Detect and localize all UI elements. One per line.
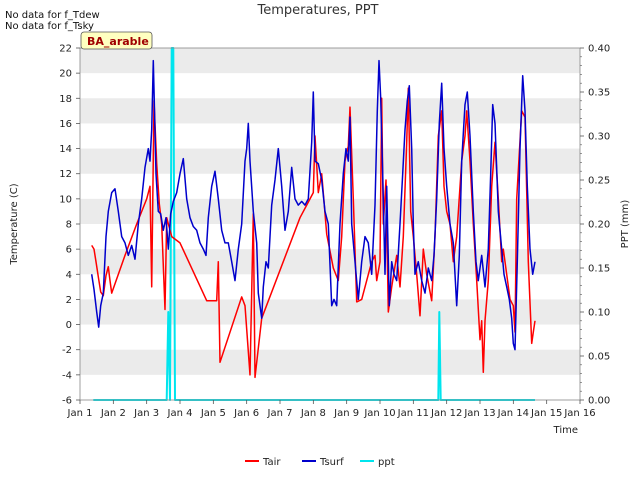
- y-tick-label: 4: [66, 270, 72, 281]
- x-tick-label: Jan 14: [497, 408, 529, 419]
- x-tick-label: Jan 13: [463, 408, 495, 419]
- x-axis-label: Time: [553, 425, 578, 436]
- x-tick-label: Jan 16: [563, 408, 595, 419]
- legend: Tair Tsurf ppt: [245, 457, 395, 468]
- y-tick-label: -2: [62, 345, 72, 356]
- legend-label-tsurf: Tsurf: [319, 457, 344, 468]
- legend-label-ppt: ppt: [378, 457, 395, 468]
- x-tick-label: Jan 15: [530, 408, 562, 419]
- y2-tick-label: 0.00: [588, 396, 610, 407]
- y2-tick-label: 0.25: [588, 176, 610, 187]
- y-tick-label: 22: [59, 44, 72, 55]
- y-tick-label: 2: [66, 295, 72, 306]
- y-tick-label: 10: [59, 194, 72, 205]
- y2-tick-label: 0.30: [588, 132, 610, 143]
- x-tick-label: Jan 9: [333, 408, 359, 419]
- chart-title: Temperatures, PPT: [256, 3, 378, 18]
- x-tick-label: Jan 5: [200, 408, 226, 419]
- badge-label: BA_arable: [87, 35, 149, 48]
- badge-box: [80, 31, 153, 50]
- y-axis-label: Temperature (C): [9, 183, 20, 265]
- note-tsky: No data for f_Tsky: [5, 21, 94, 32]
- y2-axis-label: PPT (mm): [620, 200, 631, 249]
- series-line-tsurf: [90, 59, 536, 351]
- y-axis-left: -6 -4 -2 0 2 4 6 8 10 12 14 16 18 20 22: [59, 44, 80, 407]
- y-tick-label: 0: [66, 320, 72, 331]
- y2-tick-label: 0.35: [588, 88, 610, 99]
- grid-band: [80, 349, 580, 375]
- y2-tick-label: 0.15: [588, 264, 610, 275]
- note-tdew: No data for f_Tdew: [5, 10, 100, 21]
- x-axis: Jan 1 Jan 2 Jan 3 Jan 4 Jan 5 Jan 6 Jan 7 Jan 8…: [67, 400, 596, 419]
- y-tick-label: 6: [66, 245, 72, 256]
- y2-tick-label: 0.10: [588, 308, 610, 319]
- series-line-tair: [91, 87, 536, 379]
- y-tick-label: -4: [62, 370, 72, 381]
- y-tick-label: 12: [59, 169, 72, 180]
- y-tick-label: 20: [59, 69, 72, 80]
- y-tick-label: 16: [59, 119, 72, 130]
- x-tick-label: Jan 3: [133, 408, 159, 419]
- x-tick-label: Jan 8: [300, 408, 326, 419]
- legend-label-tair: Tair: [262, 457, 281, 468]
- y2-tick-label: 0.40: [588, 44, 610, 55]
- y-tick-label: 8: [66, 220, 72, 231]
- x-tick-label: Jan 11: [397, 408, 429, 419]
- grid-band: [80, 299, 580, 325]
- x-tick-label: Jan 12: [430, 408, 462, 419]
- y-tick-label: -6: [62, 396, 72, 407]
- y2-tick-label: 0.05: [588, 352, 610, 363]
- grid-band: [80, 48, 580, 74]
- x-tick-label: Jan 1: [67, 408, 93, 419]
- y-tick-label: 14: [59, 144, 72, 155]
- x-tick-label: Jan 4: [167, 408, 193, 419]
- x-tick-label: Jan 2: [100, 408, 126, 419]
- x-tick-label: Jan 7: [267, 408, 293, 419]
- x-tick-label: Jan 10: [363, 408, 395, 419]
- grid-band: [80, 198, 580, 224]
- grid-bands: [80, 48, 580, 375]
- grid-band: [80, 98, 580, 124]
- y-axis-right: 0.00 0.05 0.10 0.15 0.20 0.25 0.30 0.35 0.40: [580, 44, 610, 407]
- x-tick-label: Jan 6: [233, 408, 259, 419]
- y-tick-label: 18: [59, 94, 72, 105]
- station-badge: BA_arable: [80, 31, 153, 50]
- y2-tick-label: 0.20: [588, 220, 610, 231]
